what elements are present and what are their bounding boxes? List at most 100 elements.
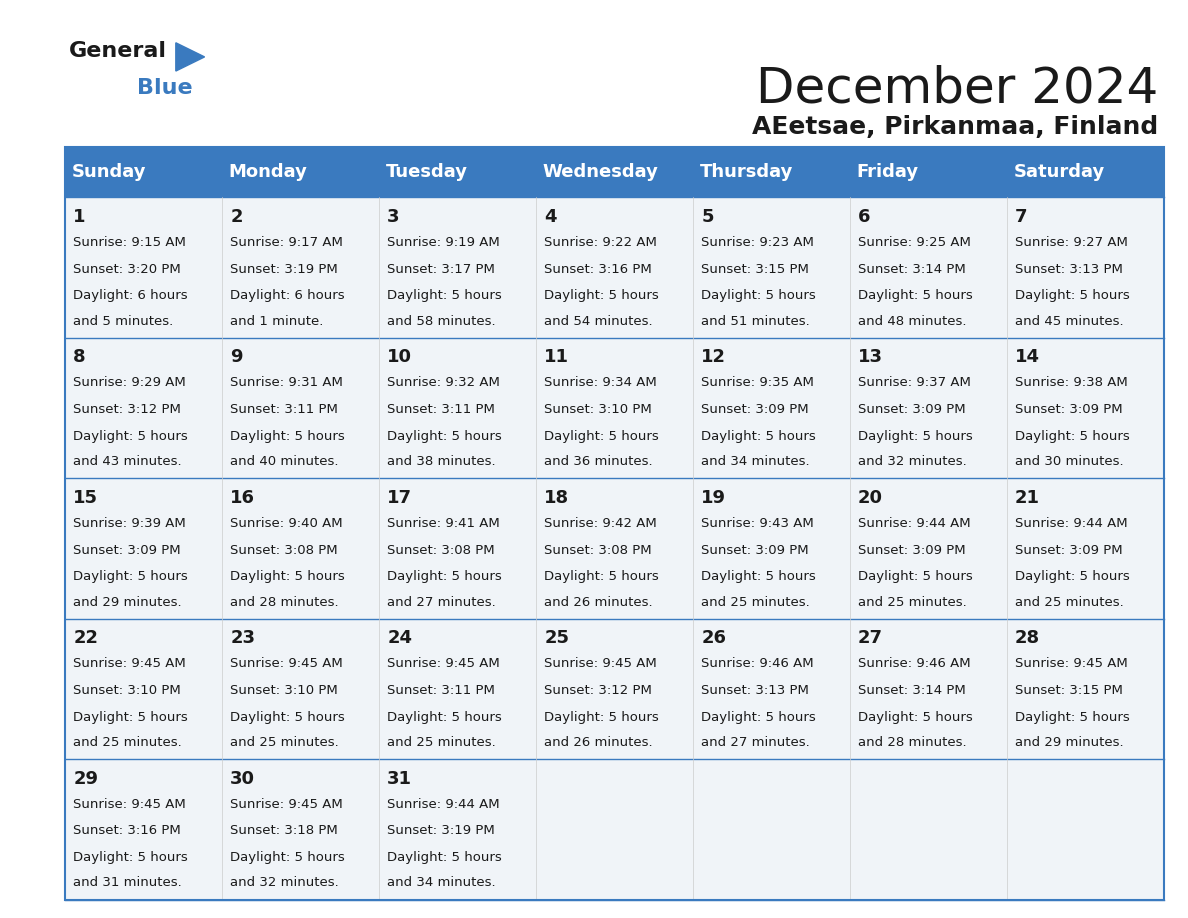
Text: and 25 minutes.: and 25 minutes.: [387, 736, 495, 749]
Text: and 34 minutes.: and 34 minutes.: [701, 455, 810, 468]
Bar: [536, 759, 694, 900]
Text: Sunrise: 9:45 AM: Sunrise: 9:45 AM: [74, 657, 187, 670]
Bar: [222, 478, 379, 619]
Text: and 38 minutes.: and 38 minutes.: [387, 455, 495, 468]
Text: Sunset: 3:08 PM: Sunset: 3:08 PM: [230, 543, 337, 556]
Text: Sunrise: 9:15 AM: Sunrise: 9:15 AM: [74, 236, 187, 249]
Text: and 25 minutes.: and 25 minutes.: [1015, 596, 1124, 609]
Text: Daylight: 5 hours: Daylight: 5 hours: [858, 430, 973, 442]
Text: Tuesday: Tuesday: [386, 163, 468, 181]
Text: Daylight: 5 hours: Daylight: 5 hours: [701, 711, 816, 723]
Text: Sunrise: 9:41 AM: Sunrise: 9:41 AM: [387, 517, 500, 530]
Text: Daylight: 5 hours: Daylight: 5 hours: [1015, 289, 1130, 302]
Text: Sunrise: 9:31 AM: Sunrise: 9:31 AM: [230, 376, 343, 389]
Text: Daylight: 5 hours: Daylight: 5 hours: [230, 430, 345, 442]
Text: Sunrise: 9:46 AM: Sunrise: 9:46 AM: [858, 657, 971, 670]
Bar: [536, 197, 694, 338]
Bar: [851, 147, 1007, 197]
Text: 21: 21: [1015, 488, 1041, 507]
Text: and 54 minutes.: and 54 minutes.: [544, 315, 652, 328]
Bar: [222, 147, 379, 197]
Bar: [851, 619, 1007, 759]
Text: Daylight: 5 hours: Daylight: 5 hours: [544, 711, 659, 723]
Bar: [1007, 147, 1164, 197]
Text: and 40 minutes.: and 40 minutes.: [230, 455, 339, 468]
Text: Sunrise: 9:46 AM: Sunrise: 9:46 AM: [701, 657, 814, 670]
Text: Daylight: 5 hours: Daylight: 5 hours: [1015, 570, 1130, 583]
Text: Sunset: 3:19 PM: Sunset: 3:19 PM: [230, 263, 337, 275]
Text: 25: 25: [544, 629, 569, 647]
Text: Sunday: Sunday: [71, 163, 146, 181]
Text: Daylight: 5 hours: Daylight: 5 hours: [74, 851, 188, 864]
Bar: [65, 478, 222, 619]
Text: Daylight: 5 hours: Daylight: 5 hours: [858, 289, 973, 302]
Bar: [379, 619, 536, 759]
Text: 3: 3: [387, 207, 399, 226]
Text: Daylight: 5 hours: Daylight: 5 hours: [858, 711, 973, 723]
Text: Sunset: 3:17 PM: Sunset: 3:17 PM: [387, 263, 495, 275]
Text: Wednesday: Wednesday: [543, 163, 658, 181]
Text: Sunset: 3:10 PM: Sunset: 3:10 PM: [544, 403, 652, 416]
Text: Sunset: 3:18 PM: Sunset: 3:18 PM: [230, 824, 337, 837]
Text: 24: 24: [387, 629, 412, 647]
Bar: [379, 197, 536, 338]
Bar: [694, 197, 851, 338]
Bar: [851, 338, 1007, 478]
Text: Sunset: 3:10 PM: Sunset: 3:10 PM: [74, 684, 181, 697]
Text: Daylight: 5 hours: Daylight: 5 hours: [74, 711, 188, 723]
Bar: [851, 759, 1007, 900]
Text: Daylight: 5 hours: Daylight: 5 hours: [230, 570, 345, 583]
Text: Sunrise: 9:45 AM: Sunrise: 9:45 AM: [74, 798, 187, 811]
Text: and 27 minutes.: and 27 minutes.: [387, 596, 495, 609]
Text: 5: 5: [701, 207, 714, 226]
Text: Sunset: 3:09 PM: Sunset: 3:09 PM: [858, 543, 966, 556]
Text: Daylight: 5 hours: Daylight: 5 hours: [387, 570, 501, 583]
Text: and 5 minutes.: and 5 minutes.: [74, 315, 173, 328]
Text: and 36 minutes.: and 36 minutes.: [544, 455, 652, 468]
Text: Sunset: 3:11 PM: Sunset: 3:11 PM: [230, 403, 339, 416]
Text: Sunrise: 9:17 AM: Sunrise: 9:17 AM: [230, 236, 343, 249]
Text: Daylight: 5 hours: Daylight: 5 hours: [544, 570, 659, 583]
Text: Sunset: 3:09 PM: Sunset: 3:09 PM: [701, 543, 809, 556]
Text: General: General: [69, 41, 166, 62]
Bar: [536, 147, 694, 197]
Text: Daylight: 5 hours: Daylight: 5 hours: [387, 289, 501, 302]
Text: Sunset: 3:13 PM: Sunset: 3:13 PM: [1015, 263, 1123, 275]
Text: and 32 minutes.: and 32 minutes.: [230, 877, 339, 890]
Bar: [694, 759, 851, 900]
Text: 27: 27: [858, 629, 883, 647]
Text: and 28 minutes.: and 28 minutes.: [858, 736, 967, 749]
Text: and 25 minutes.: and 25 minutes.: [701, 596, 810, 609]
Text: Sunrise: 9:38 AM: Sunrise: 9:38 AM: [1015, 376, 1127, 389]
Bar: [1007, 759, 1164, 900]
Bar: [694, 619, 851, 759]
Text: Sunset: 3:14 PM: Sunset: 3:14 PM: [858, 684, 966, 697]
Text: and 25 minutes.: and 25 minutes.: [74, 736, 182, 749]
Text: and 31 minutes.: and 31 minutes.: [74, 877, 182, 890]
Bar: [1007, 478, 1164, 619]
Text: Daylight: 5 hours: Daylight: 5 hours: [544, 430, 659, 442]
Text: Sunset: 3:12 PM: Sunset: 3:12 PM: [74, 403, 181, 416]
Text: 20: 20: [858, 488, 883, 507]
Bar: [1007, 197, 1164, 338]
Text: Sunrise: 9:45 AM: Sunrise: 9:45 AM: [544, 657, 657, 670]
Text: Daylight: 5 hours: Daylight: 5 hours: [701, 430, 816, 442]
Bar: [65, 147, 222, 197]
Text: Sunrise: 9:25 AM: Sunrise: 9:25 AM: [858, 236, 971, 249]
Text: Sunset: 3:13 PM: Sunset: 3:13 PM: [701, 684, 809, 697]
Text: Sunrise: 9:42 AM: Sunrise: 9:42 AM: [544, 517, 657, 530]
Bar: [65, 147, 1164, 900]
Bar: [222, 619, 379, 759]
Text: Sunset: 3:09 PM: Sunset: 3:09 PM: [858, 403, 966, 416]
Text: and 27 minutes.: and 27 minutes.: [701, 736, 810, 749]
Text: 29: 29: [74, 769, 99, 788]
Text: Sunset: 3:14 PM: Sunset: 3:14 PM: [858, 263, 966, 275]
Bar: [222, 197, 379, 338]
Bar: [222, 759, 379, 900]
Text: Daylight: 6 hours: Daylight: 6 hours: [74, 289, 188, 302]
Text: Sunset: 3:09 PM: Sunset: 3:09 PM: [74, 543, 181, 556]
Bar: [536, 619, 694, 759]
Text: Sunrise: 9:45 AM: Sunrise: 9:45 AM: [230, 657, 343, 670]
Text: Sunrise: 9:43 AM: Sunrise: 9:43 AM: [701, 517, 814, 530]
Text: Sunset: 3:09 PM: Sunset: 3:09 PM: [1015, 403, 1123, 416]
